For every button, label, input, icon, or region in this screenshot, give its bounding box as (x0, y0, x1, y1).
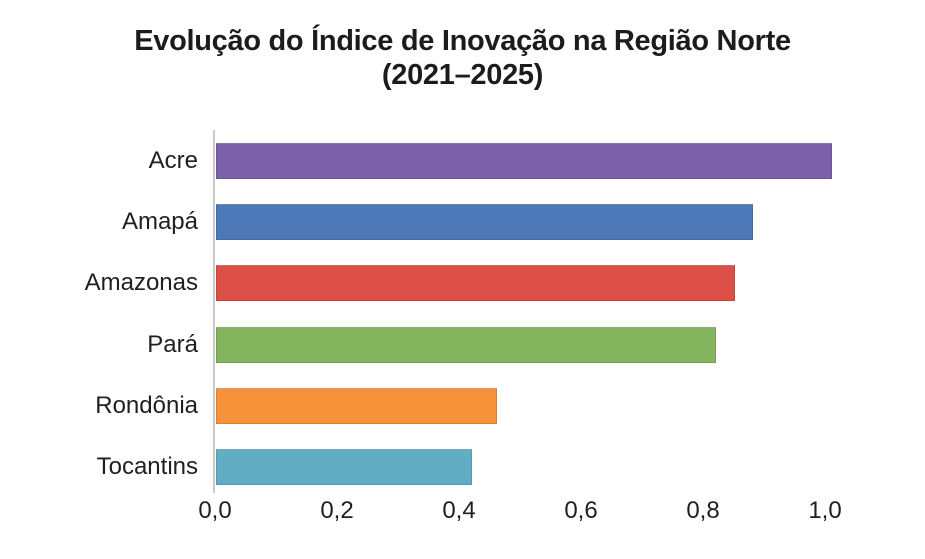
category-label-acre: Acre (148, 147, 198, 174)
bar-acre (216, 143, 832, 179)
chart-title-line2: (2021–2025) (381, 59, 544, 91)
chart-title: Evolução do Índice de Inovação na Região… (0, 24, 925, 92)
category-label-rondonia: Rondônia (95, 391, 198, 419)
category-label-amazonas: Amazonas (84, 269, 198, 297)
chart-title-line1: Evolução do Índice de Inovação na Região… (134, 25, 791, 57)
x-tick-label-0-0: 0,0 (198, 497, 232, 524)
y-axis-line (213, 130, 215, 493)
x-tick-label-0-2: 0,2 (320, 497, 354, 524)
x-tick-label-1-0: 1,0 (808, 497, 842, 524)
x-tick-label-0-8: 0,8 (686, 497, 720, 524)
category-label-amapa: Amapá (121, 208, 198, 236)
x-tick-label-0-6: 0,6 (564, 497, 598, 524)
x-tick-label-0-4: 0,4 (442, 497, 476, 524)
bar-tocantins (216, 449, 472, 485)
category-label-tocantins: Tocantins (96, 453, 198, 480)
bar-para (216, 326, 716, 363)
bar-rondonia (216, 387, 497, 424)
bar-amazonas (216, 265, 735, 302)
category-label-para: Pará (147, 330, 198, 358)
bar-amapa (216, 204, 753, 241)
